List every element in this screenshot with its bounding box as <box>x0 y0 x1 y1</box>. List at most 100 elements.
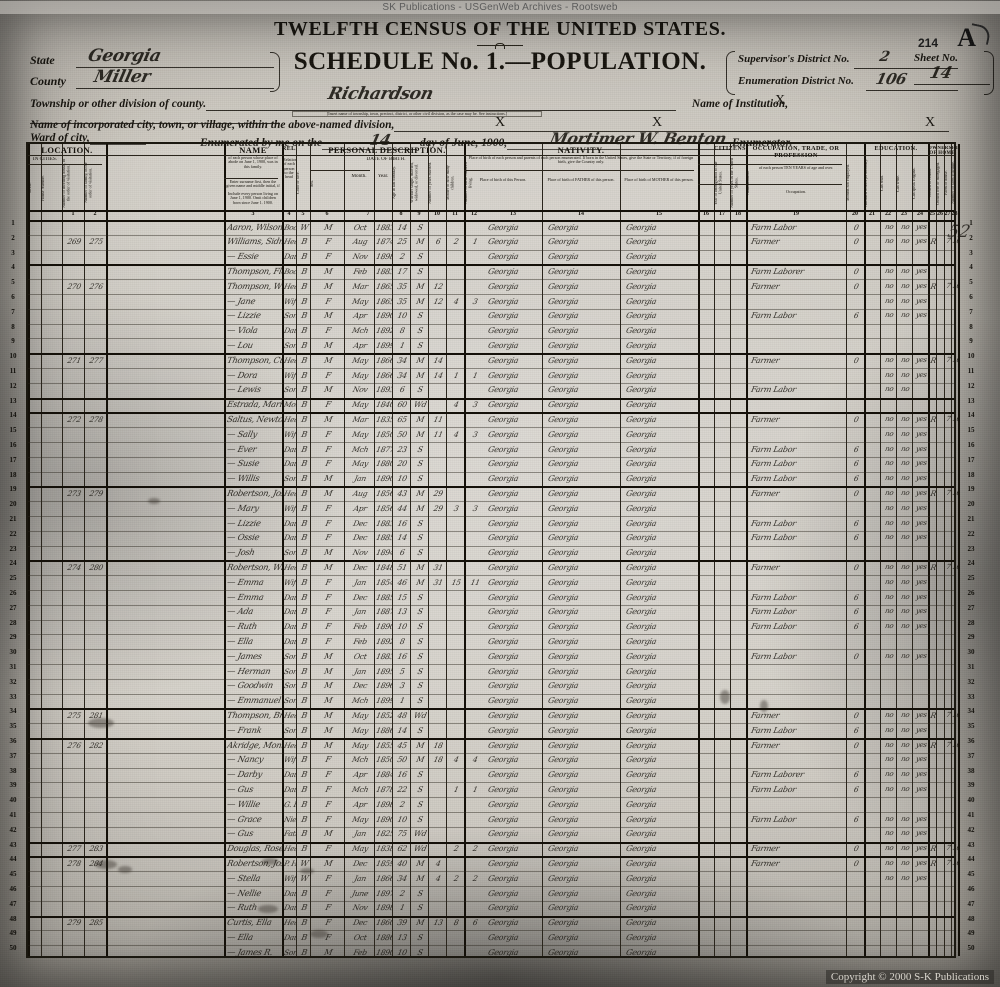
cell-relation: Head <box>283 844 298 854</box>
column-header-cell: Enter surname first, then the given name… <box>226 180 280 189</box>
page-title: TWELFTH CENSUS OF THE UNITED STATES. <box>273 18 727 40</box>
row-number: 2 <box>969 233 973 242</box>
cell-occupation: Farm Labor <box>750 444 797 454</box>
cell-relation: Daughter <box>283 252 298 262</box>
cell-dwelling-number: 272 <box>66 414 82 424</box>
row-divider <box>28 901 954 902</box>
cell-birth-year: 1825 <box>375 829 394 839</box>
row-number: 39 <box>9 781 17 790</box>
enumeration-district-field[interactable]: Enumeration District No. 106 <box>726 70 976 94</box>
incorporated-row[interactable]: Name of incorporated city, town, or vill… <box>30 115 976 145</box>
cell-age: 16 <box>396 518 408 528</box>
cell-mother-birthplace: Georgia <box>625 429 658 439</box>
cell-father-birthplace: Georgia <box>547 873 580 883</box>
sheet-field[interactable]: Sheet No. 14 <box>914 52 990 85</box>
column-header-cell: Month. <box>351 174 367 179</box>
cell-dwelling-number: 270 <box>66 281 82 291</box>
cell-birthplace: Georgia <box>487 429 520 439</box>
cell-race: B <box>300 725 308 735</box>
cell-father-birthplace: Georgia <box>547 222 580 232</box>
cell-race: B <box>300 414 308 424</box>
cell-can-read: no <box>884 770 895 779</box>
cell-race: B <box>300 355 308 365</box>
cell-name: — Sally <box>226 428 259 439</box>
cell-children-born: 3 <box>452 503 460 513</box>
cell-father-birthplace: Georgia <box>547 607 580 617</box>
row-divider <box>28 871 954 872</box>
cell-sex: F <box>324 444 332 454</box>
ink-smudge <box>148 498 160 504</box>
cell-mother-birthplace: Georgia <box>625 888 658 898</box>
row-number: 10 <box>967 352 975 361</box>
column-header-cell: 18 <box>735 211 741 217</box>
cell-birthplace: Georgia <box>487 266 520 276</box>
cell-birth-month: May <box>351 844 369 854</box>
cell-mother-birthplace: Georgia <box>625 548 658 558</box>
cell-birth-year: 1877 <box>375 444 394 454</box>
column-divider <box>864 144 866 956</box>
cell-marital-status: S <box>416 607 424 617</box>
incorporated-value-1: X <box>495 115 506 130</box>
cell-can-write: no <box>900 770 911 779</box>
cell-family-number: 276 <box>88 281 104 291</box>
cell-speaks-english: yes <box>915 414 928 423</box>
row-divider <box>464 170 694 171</box>
cell-owned-rented: R <box>929 740 937 750</box>
cell-relation: Daughter <box>283 622 298 632</box>
cell-mother-birthplace: Georgia <box>625 370 658 380</box>
row-number: 16 <box>967 441 975 449</box>
supervisor-district-field[interactable]: Supervisor's District No. 2 <box>726 49 976 72</box>
cell-race: B <box>300 681 308 691</box>
state-field[interactable]: State Georgia <box>30 46 280 71</box>
row-divider <box>28 694 954 695</box>
column-divider <box>620 144 621 956</box>
cell-birth-month: Jan <box>353 666 367 676</box>
cell-father-birthplace: Georgia <box>547 355 580 365</box>
ink-smudge <box>258 905 278 913</box>
cell-name: Curtis, Ella <box>226 917 273 928</box>
cell-sex: F <box>324 932 332 942</box>
cell-name: — Lizzie <box>226 517 262 528</box>
cell-name: — Emmanuel <box>226 695 282 706</box>
cell-marital-status: S <box>416 622 424 632</box>
cell-mother-birthplace: Georgia <box>625 474 658 484</box>
cell-mother-birthplace: Georgia <box>625 414 658 424</box>
row-divider <box>28 797 954 798</box>
column-header-cell: Occupation. <box>786 190 806 194</box>
column-header-cell: Year. <box>377 174 389 179</box>
row-number: 46 <box>9 885 17 893</box>
column-header-cell: Place of birth of each person and parent… <box>468 156 694 165</box>
cell-age: 8 <box>398 326 406 336</box>
cell-mother-birthplace: Georgia <box>625 355 658 365</box>
cell-birth-month: Nov <box>351 385 369 395</box>
cell-speaks-english: yes <box>915 577 928 586</box>
column-header-cell: 25 <box>929 211 935 217</box>
cell-months-unemployed: 6 <box>852 725 860 735</box>
row-divider <box>28 324 954 325</box>
cell-mother-birthplace: Georgia <box>625 562 658 572</box>
cell-mother-birthplace: Georgia <box>625 858 658 868</box>
cell-can-read: no <box>884 222 895 231</box>
cell-can-write: no <box>900 622 911 631</box>
cell-birthplace: Georgia <box>487 681 520 691</box>
cell-can-write: no <box>900 858 911 867</box>
county-field[interactable]: County Miller <box>30 67 280 92</box>
township-row[interactable]: Township or other division of county. Na… <box>30 84 976 124</box>
cell-birthplace: Georgia <box>487 784 520 794</box>
cell-dwelling-number: 276 <box>66 740 82 750</box>
cell-can-read: no <box>884 444 895 453</box>
cell-years-married: 31 <box>432 562 444 572</box>
cell-can-write: no <box>900 577 911 586</box>
cell-family-number: 277 <box>88 355 104 365</box>
column-divider <box>392 144 393 956</box>
cell-mother-birthplace: Georgia <box>625 622 658 632</box>
cell-birthplace: Georgia <box>487 636 520 646</box>
cell-birthplace: Georgia <box>487 844 520 854</box>
row-number: 49 <box>9 929 17 938</box>
cell-sex: F <box>324 903 332 913</box>
cell-father-birthplace: Georgia <box>547 888 580 898</box>
cell-race: B <box>300 518 308 528</box>
cell-birthplace: Georgia <box>487 622 520 632</box>
cell-occupation: Farm Labor <box>750 651 797 661</box>
cell-birth-month: Jan <box>353 474 367 484</box>
